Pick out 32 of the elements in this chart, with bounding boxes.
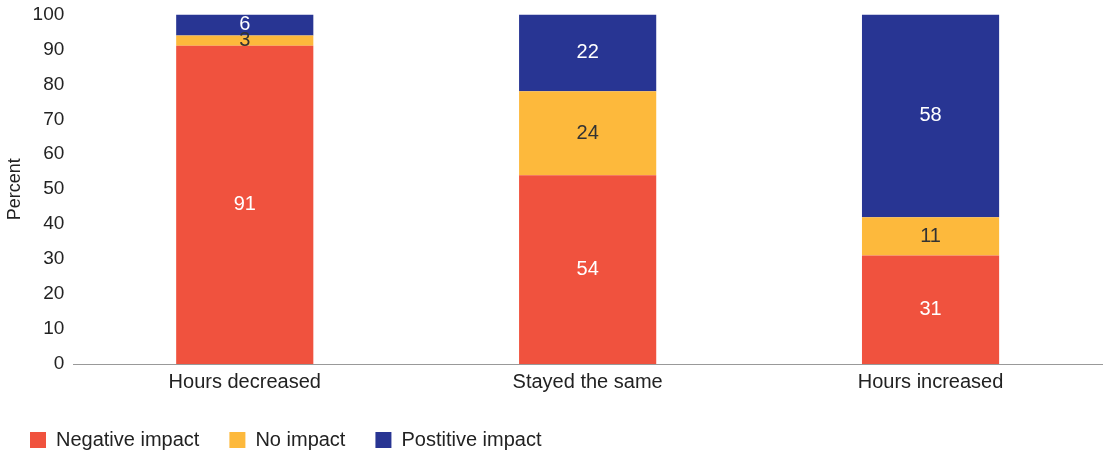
y-axis-title: Percent xyxy=(3,158,24,221)
y-tick-label: 90 xyxy=(43,37,65,59)
bar xyxy=(519,91,657,176)
x-tick-label: Hours increased xyxy=(857,369,1004,392)
y-tick-label: 80 xyxy=(43,72,65,94)
x-tick-label: Stayed the same xyxy=(512,369,663,392)
y-tick-label: 20 xyxy=(43,282,65,304)
data-label: 11 xyxy=(920,223,941,246)
data-label: 91 xyxy=(233,192,256,215)
bar xyxy=(861,217,1000,256)
bar xyxy=(861,14,1000,218)
y-tick-label: 100 xyxy=(32,2,65,24)
x-tick-label: Hours decreased xyxy=(168,369,321,392)
y-tick-label: 60 xyxy=(43,142,65,164)
data-label: 31 xyxy=(919,297,942,320)
bar xyxy=(519,14,657,92)
data-label: 22 xyxy=(576,40,599,63)
y-tick-label: 50 xyxy=(43,177,65,199)
legend-label: Negative impact xyxy=(56,427,200,450)
bar xyxy=(519,175,657,364)
legend-label: Postitive impact xyxy=(401,427,542,450)
bar xyxy=(176,45,314,364)
data-label: 24 xyxy=(576,120,599,143)
y-tick-label: 70 xyxy=(43,107,65,129)
y-tick-label: 40 xyxy=(43,212,65,234)
legend-label: No impact xyxy=(255,427,346,450)
y-tick-label: 0 xyxy=(53,352,65,374)
data-label: 58 xyxy=(919,103,942,126)
bar xyxy=(861,255,1000,364)
y-tick-label: 30 xyxy=(43,247,65,269)
data-label: 54 xyxy=(576,257,599,280)
y-tick-label: 10 xyxy=(43,317,65,339)
